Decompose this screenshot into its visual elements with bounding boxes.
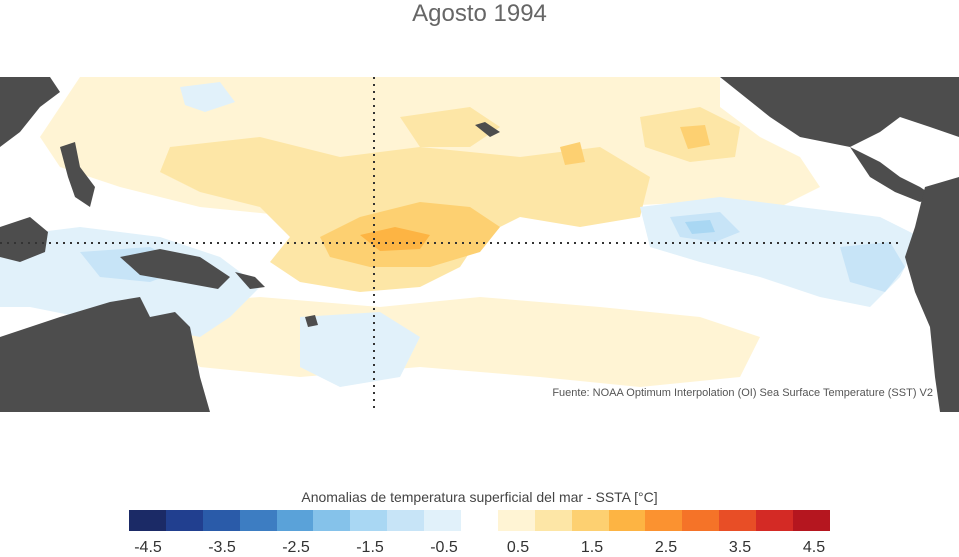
ssta-map	[0, 77, 959, 412]
anomaly-warm-strong-ne2	[680, 125, 710, 149]
land-australia	[0, 297, 210, 412]
colorbar-tick-label: -0.5	[430, 539, 458, 556]
colorbar-swatch	[313, 510, 351, 531]
land-new-guinea	[120, 249, 230, 289]
anomaly-cool-north	[180, 82, 235, 112]
colorbar-tick-label: 3.5	[728, 539, 752, 556]
colorbar-tick-label: -2.5	[282, 539, 310, 556]
source-note: Fuente: NOAA Optimum Interpolation (OI) …	[552, 387, 933, 399]
land-south-america	[905, 177, 959, 412]
colorbar-tick-label: 2.5	[654, 539, 678, 556]
colorbar-swatch	[387, 510, 425, 531]
colorbar-title: Anomalias de temperatura superficial del…	[301, 489, 658, 505]
colorbar-swatch	[276, 510, 314, 531]
colorbar-tick-label: -1.5	[356, 539, 384, 556]
colorbar-swatch	[165, 510, 203, 531]
anomaly-cool-se	[840, 242, 905, 292]
colorbar-swatch	[497, 510, 535, 531]
colorbar-swatch	[461, 510, 498, 531]
colorbar-tick-label: -4.5	[134, 539, 162, 556]
colorbar-swatch	[350, 510, 388, 531]
colorbar-swatch	[608, 510, 646, 531]
colorbar-swatch	[239, 510, 277, 531]
colorbar-swatch	[645, 510, 683, 531]
colorbar-tick-label: -3.5	[208, 539, 236, 556]
colorbar-swatch	[793, 510, 830, 531]
colorbar-tick-label: 1.5	[580, 539, 604, 556]
colorbar-swatch	[756, 510, 794, 531]
anomaly-cool-east-strong	[685, 220, 715, 234]
land-borneo	[0, 217, 48, 262]
colorbar-swatch	[129, 510, 166, 531]
land-solomon-islands	[235, 272, 265, 289]
land-north-america	[720, 77, 959, 147]
land-central-america	[850, 147, 935, 202]
map-title: Agosto 1994	[412, 0, 547, 27]
colorbar-swatch	[424, 510, 462, 531]
land-asia	[0, 77, 60, 147]
colorbar-swatch	[719, 510, 757, 531]
colorbar-swatch	[571, 510, 609, 531]
colorbar-swatch	[202, 510, 240, 531]
land-fiji	[305, 315, 318, 327]
anomaly-cool-south	[300, 312, 420, 387]
anomaly-warm-moderate-nw	[400, 107, 500, 147]
anomaly-warm-weak-south	[140, 297, 760, 387]
land-hawaii	[475, 122, 500, 137]
colorbar-swatch	[682, 510, 720, 531]
colorbar-swatch	[534, 510, 572, 531]
land-philippines	[60, 142, 95, 207]
anomaly-warm-strong-ne	[560, 142, 585, 165]
colorbar-tick-label: 0.5	[506, 539, 530, 556]
anomaly-cool-west	[0, 227, 260, 337]
anomaly-warm-peak	[360, 227, 430, 251]
colorbar	[129, 510, 830, 531]
colorbar-tick-label: 4.5	[802, 539, 826, 556]
